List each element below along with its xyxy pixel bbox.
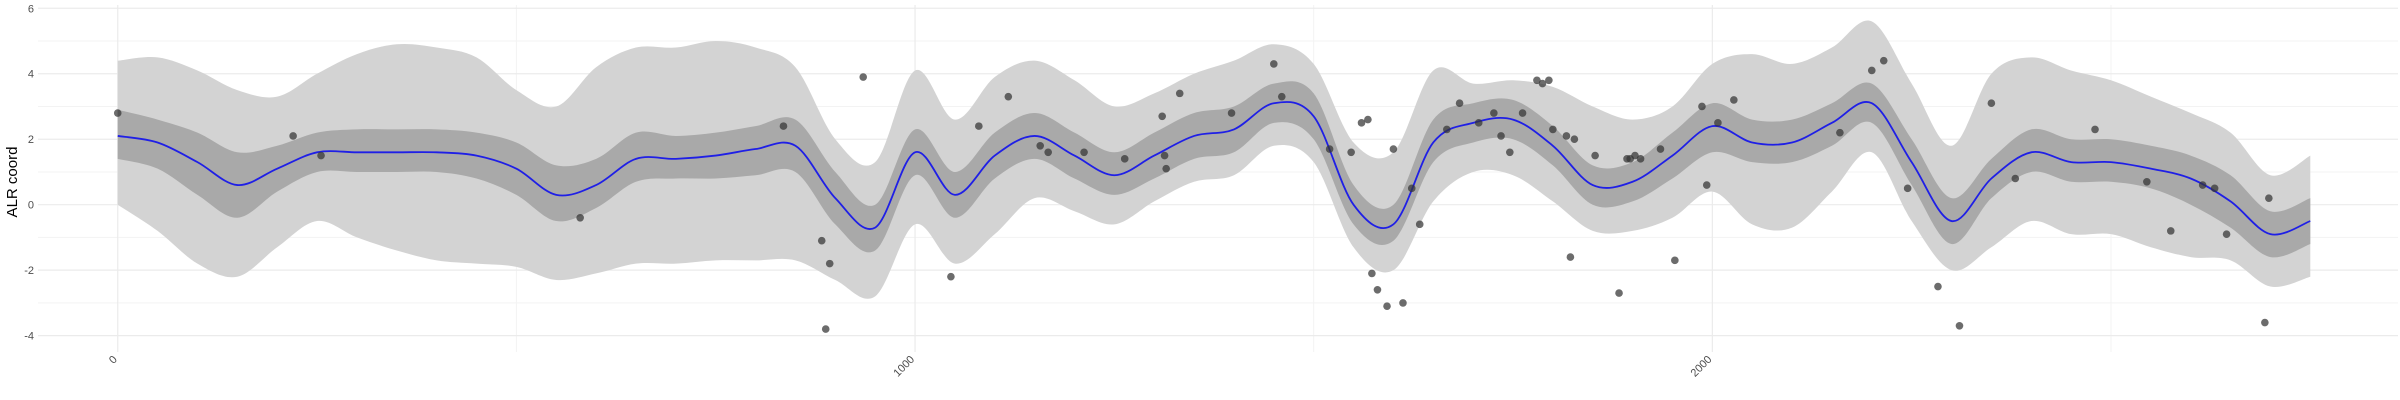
data-point — [1987, 99, 1996, 108]
data-point — [1566, 253, 1575, 261]
data-point — [1270, 60, 1278, 68]
data-point — [2261, 318, 2269, 327]
data-point — [1506, 148, 1514, 157]
data-point — [1545, 76, 1553, 85]
data-point — [1399, 299, 1407, 307]
data-point — [1702, 181, 1711, 189]
data-point — [1714, 119, 1722, 127]
data-point — [817, 236, 826, 245]
data-point — [1497, 132, 1505, 140]
data-point — [975, 122, 983, 130]
data-point — [1162, 164, 1170, 173]
data-point — [1044, 148, 1052, 157]
data-point — [1934, 282, 1942, 291]
x-tick-label: 2000 — [1689, 354, 1715, 380]
data-point — [1955, 322, 1964, 330]
data-point — [1562, 132, 1571, 140]
data-point — [1879, 56, 1888, 65]
data-point — [576, 213, 584, 222]
data-point — [113, 109, 122, 117]
data-point — [1474, 119, 1483, 127]
data-point — [1407, 184, 1416, 193]
data-point — [1415, 220, 1424, 229]
data-point — [1368, 269, 1376, 278]
data-point — [1357, 119, 1366, 127]
credible-band-50-area — [117, 81, 2311, 258]
data-point — [1538, 79, 1547, 88]
data-point — [821, 325, 830, 333]
data-point — [289, 132, 297, 140]
data-point — [1591, 151, 1599, 160]
y-tick-label: -4 — [24, 331, 34, 343]
y-axis-ticks: -4 -2 0 2 4 6 — [24, 3, 34, 342]
y-axis-label: ALR coord — [4, 147, 21, 218]
data-point — [1656, 145, 1665, 153]
data-point — [1443, 125, 1451, 134]
data-point — [1636, 155, 1645, 163]
y-tick-label: 6 — [28, 3, 34, 15]
data-point — [1004, 92, 1013, 101]
data-point — [1671, 256, 1679, 265]
data-point — [1570, 135, 1579, 144]
x-axis-ticks: 0 1000 2000 — [107, 354, 1714, 380]
data-point — [947, 272, 955, 281]
y-tick-label: -2 — [24, 265, 34, 277]
credible-band-50 — [117, 81, 2311, 258]
data-point — [1490, 109, 1498, 117]
data-point — [1455, 99, 1464, 108]
data-point — [2011, 174, 2020, 183]
y-tick-label: 4 — [28, 69, 34, 81]
x-tick-label: 1000 — [891, 354, 917, 380]
x-tick-label: 0 — [107, 354, 120, 367]
data-point — [1615, 289, 1623, 297]
observation-points — [113, 56, 2273, 333]
data-point — [317, 151, 325, 160]
data-point — [1549, 125, 1557, 134]
credible-band-95 — [117, 20, 2311, 299]
data-point — [2198, 181, 2207, 189]
data-point — [1120, 155, 1129, 163]
data-point — [1389, 145, 1398, 153]
data-point — [1227, 109, 1236, 117]
data-point — [1867, 66, 1876, 75]
data-point — [1836, 128, 1844, 137]
data-point — [1383, 302, 1391, 310]
y-tick-label: 0 — [28, 200, 34, 212]
data-point — [1518, 109, 1527, 117]
data-point — [1175, 89, 1184, 98]
data-point — [2210, 184, 2219, 193]
data-point — [779, 122, 788, 130]
y-tick-label: 2 — [28, 134, 34, 146]
mean-line-layer — [117, 101, 2311, 236]
data-point — [1158, 112, 1166, 121]
data-point — [2166, 227, 2175, 235]
data-point — [2265, 194, 2273, 202]
data-point — [1347, 148, 1355, 157]
data-point — [2222, 230, 2231, 238]
mean-line — [117, 101, 2311, 236]
credible-band-95-area — [117, 20, 2311, 299]
data-point — [1160, 151, 1169, 160]
data-point — [2143, 177, 2151, 186]
data-point — [1373, 286, 1382, 294]
data-point — [1325, 145, 1334, 153]
data-point — [1903, 184, 1912, 193]
data-point — [1364, 115, 1372, 124]
data-point — [1036, 141, 1045, 150]
data-point — [1533, 76, 1541, 85]
data-point — [2091, 125, 2099, 134]
data-point — [1080, 148, 1088, 157]
data-point — [1698, 102, 1706, 111]
data-point — [859, 73, 868, 81]
data-point — [1631, 151, 1639, 160]
data-point — [1277, 92, 1286, 101]
data-point — [1730, 96, 1738, 104]
data-point — [825, 259, 834, 268]
